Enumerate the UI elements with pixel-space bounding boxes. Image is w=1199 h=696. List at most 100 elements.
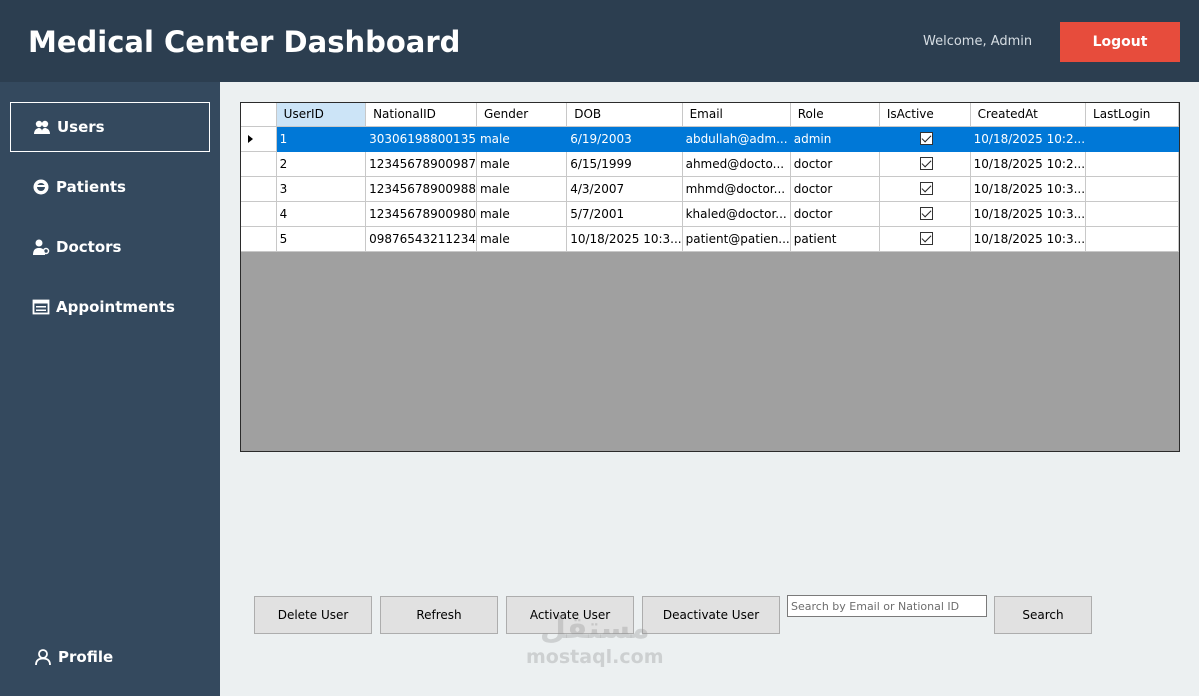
row-header[interactable] (241, 201, 277, 227)
welcome-text: Welcome, Admin (923, 34, 1033, 49)
table-row[interactable]: 5 09876543211234 male 10/18/2025 10:3...… (241, 226, 1179, 252)
cell-role[interactable]: admin (790, 126, 880, 152)
cell-userid[interactable]: 2 (276, 151, 367, 177)
cell-gender[interactable]: male (476, 201, 568, 227)
cell-lastlogin[interactable] (1085, 126, 1179, 152)
cell-lastlogin[interactable] (1085, 201, 1179, 227)
sidebar-item-users[interactable]: Users (10, 102, 210, 152)
cell-createdat[interactable]: 10/18/2025 10:3... (970, 226, 1087, 252)
activate-user-button[interactable]: Activate User (506, 596, 634, 634)
sidebar-item-doctors[interactable]: Doctors (10, 222, 210, 272)
watermark-latin: mostaql.com (526, 646, 664, 668)
sidebar-item-patients[interactable]: Patients (10, 162, 210, 212)
profile-icon (35, 649, 51, 666)
cell-nationalid[interactable]: 12345678900980 (365, 201, 477, 227)
column-header-userid[interactable]: UserID (276, 103, 367, 127)
table-row[interactable]: 4 12345678900980 male 5/7/2001 khaled@do… (241, 201, 1179, 227)
cell-lastlogin[interactable] (1085, 176, 1179, 202)
row-header[interactable] (241, 226, 277, 252)
cell-gender[interactable]: male (476, 126, 568, 152)
column-header-email[interactable]: Email (682, 103, 791, 127)
patient-icon (33, 179, 49, 195)
cell-userid[interactable]: 4 (276, 201, 367, 227)
cell-dob[interactable]: 6/15/1999 (566, 151, 683, 177)
cell-isactive[interactable] (879, 201, 971, 227)
cell-dob[interactable]: 6/19/2003 (566, 126, 683, 152)
appointments-icon (32, 299, 50, 315)
logout-button[interactable]: Logout (1060, 22, 1180, 62)
isactive-checkbox[interactable] (919, 157, 933, 170)
cell-email[interactable]: mhmd@doctor... (682, 176, 791, 202)
cell-isactive[interactable] (879, 151, 971, 177)
isactive-checkbox[interactable] (919, 132, 933, 145)
column-header-gender[interactable]: Gender (476, 103, 568, 127)
doctor-icon (33, 239, 50, 255)
cell-gender[interactable]: male (476, 151, 568, 177)
cell-role[interactable]: doctor (790, 151, 880, 177)
cell-dob[interactable]: 5/7/2001 (566, 201, 683, 227)
cell-gender[interactable]: male (476, 226, 568, 252)
app-title: Medical Center Dashboard (28, 25, 461, 59)
cell-dob[interactable]: 10/18/2025 10:3... (566, 226, 683, 252)
cell-createdat[interactable]: 10/18/2025 10:3... (970, 176, 1087, 202)
cell-gender[interactable]: male (476, 176, 568, 202)
row-header-corner[interactable] (241, 103, 277, 127)
sidebar-item-label: Profile (58, 648, 114, 666)
search-button[interactable]: Search (994, 596, 1092, 634)
search-input[interactable] (787, 595, 987, 617)
column-header-isactive[interactable]: IsActive (879, 103, 971, 127)
column-header-dob[interactable]: DOB (566, 103, 683, 127)
cell-email[interactable]: khaled@doctor... (682, 201, 791, 227)
cell-userid[interactable]: 1 (276, 126, 367, 152)
cell-nationalid[interactable]: 30306198800135 (365, 126, 477, 152)
delete-user-button[interactable]: Delete User (254, 596, 372, 634)
cell-createdat[interactable]: 10/18/2025 10:3... (970, 201, 1087, 227)
cell-createdat[interactable]: 10/18/2025 10:2... (970, 151, 1087, 177)
column-header-lastlogin[interactable]: LastLogin (1085, 103, 1179, 127)
cell-email[interactable]: patient@patien... (682, 226, 791, 252)
cell-isactive[interactable] (879, 126, 971, 152)
sidebar-item-profile[interactable]: Profile (10, 632, 210, 682)
current-row-arrow-icon (248, 134, 253, 143)
cell-nationalid[interactable]: 12345678900987 (365, 151, 477, 177)
isactive-checkbox[interactable] (919, 232, 933, 245)
cell-userid[interactable]: 5 (276, 226, 367, 252)
row-header[interactable] (241, 151, 277, 177)
cell-nationalid[interactable]: 12345678900988 (365, 176, 477, 202)
table-row[interactable]: 3 12345678900988 male 4/3/2007 mhmd@doct… (241, 176, 1179, 202)
cell-email[interactable]: abdullah@adm... (682, 126, 791, 152)
cell-role[interactable]: doctor (790, 176, 880, 202)
sidebar-item-label: Users (57, 118, 105, 136)
column-header-nationalid[interactable]: NationalID (365, 103, 477, 127)
refresh-button[interactable]: Refresh (380, 596, 498, 634)
cell-userid[interactable]: 3 (276, 176, 367, 202)
watermark-arabic: مستقل (539, 611, 650, 646)
cell-nationalid[interactable]: 09876543211234 (365, 226, 477, 252)
table-row[interactable]: 1 30306198800135 male 6/19/2003 abdullah… (241, 126, 1179, 152)
isactive-checkbox[interactable] (919, 207, 933, 220)
sidebar-item-label: Patients (56, 178, 126, 196)
sidebar: Users Patients Doctors Appointments (0, 82, 220, 696)
users-grid[interactable]: UserID NationalID Gender DOB Email Role … (240, 102, 1180, 452)
cell-lastlogin[interactable] (1085, 226, 1179, 252)
cell-createdat[interactable]: 10/18/2025 10:2... (970, 126, 1087, 152)
watermark: مستقل mostaql.com (526, 611, 664, 669)
row-header[interactable] (241, 126, 277, 152)
row-header[interactable] (241, 176, 277, 202)
cell-role[interactable]: patient (790, 226, 880, 252)
cell-dob[interactable]: 4/3/2007 (566, 176, 683, 202)
column-header-createdat[interactable]: CreatedAt (970, 103, 1087, 127)
isactive-checkbox[interactable] (919, 182, 933, 195)
app-header: Medical Center Dashboard Welcome, Admin … (0, 0, 1199, 82)
cell-isactive[interactable] (879, 176, 971, 202)
deactivate-user-button[interactable]: Deactivate User (642, 596, 780, 634)
column-header-role[interactable]: Role (790, 103, 880, 127)
cell-role[interactable]: doctor (790, 201, 880, 227)
cell-isactive[interactable] (879, 226, 971, 252)
sidebar-item-label: Appointments (56, 298, 175, 316)
cell-email[interactable]: ahmed@docto... (682, 151, 791, 177)
sidebar-item-label: Doctors (56, 238, 122, 256)
cell-lastlogin[interactable] (1085, 151, 1179, 177)
sidebar-item-appointments[interactable]: Appointments (10, 282, 210, 332)
table-row[interactable]: 2 12345678900987 male 6/15/1999 ahmed@do… (241, 151, 1179, 177)
